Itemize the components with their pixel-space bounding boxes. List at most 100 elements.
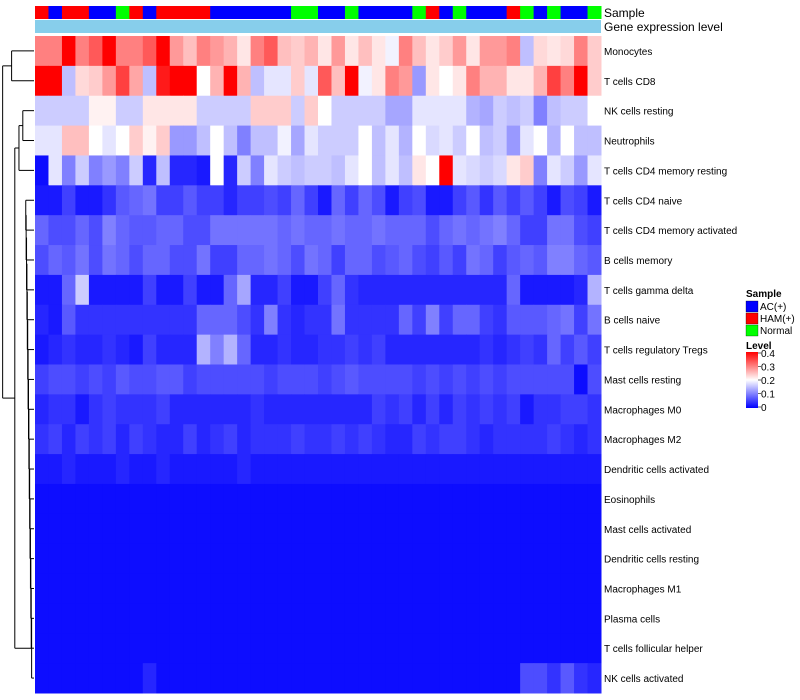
- sample-cell: [520, 6, 535, 19]
- heatmap-cell: [452, 394, 467, 425]
- heatmap-cell: [358, 36, 373, 67]
- heatmap-cell: [304, 334, 319, 365]
- heatmap-cell: [479, 215, 494, 246]
- heatmap-cell: [61, 573, 76, 604]
- heatmap-cell: [574, 483, 589, 515]
- heatmap-cell: [142, 95, 157, 127]
- heatmap-cell: [587, 155, 602, 186]
- heatmap-cell: [277, 603, 292, 634]
- heatmap-cell: [412, 603, 427, 634]
- heatmap-cell: [331, 543, 346, 575]
- heatmap-cell: [560, 454, 575, 485]
- heatmap-cell: [196, 573, 211, 604]
- heatmap-cell: [304, 125, 319, 156]
- heatmap-cell: [520, 603, 535, 634]
- heatmap-cell: [61, 454, 76, 485]
- heatmap-cell: [506, 454, 521, 485]
- heatmap-cell: [115, 36, 130, 67]
- heatmap-cell: [88, 125, 103, 156]
- heatmap-cell: [48, 95, 63, 127]
- heatmap-cell: [493, 633, 508, 664]
- heatmap-cell: [520, 364, 535, 395]
- heatmap-cell: [506, 274, 521, 306]
- heatmap-cell: [102, 633, 117, 664]
- heatmap-cell: [560, 36, 575, 67]
- heatmap-cell: [277, 483, 292, 515]
- heatmap-cell: [48, 215, 63, 246]
- heatmap-cell: [48, 424, 63, 455]
- heatmap-cell: [331, 424, 346, 455]
- heatmap-cell: [587, 334, 602, 365]
- heatmap-cell: [115, 454, 130, 485]
- heatmap-cell: [493, 513, 508, 545]
- heatmap-cell: [277, 543, 292, 575]
- heatmap-cell: [75, 513, 90, 545]
- heatmap-cell: [331, 663, 346, 694]
- heatmap-cell: [210, 543, 225, 575]
- heatmap-cell: [385, 454, 400, 485]
- heatmap-cell: [520, 394, 535, 425]
- heatmap-cell: [142, 125, 157, 156]
- heatmap-cell: [61, 543, 76, 575]
- heatmap-cell: [183, 663, 198, 694]
- heatmap-cell: [88, 424, 103, 455]
- row-labels: Monocytes T cells CD8 NK cells resting Neut…: [604, 47, 737, 685]
- heatmap-cell: [398, 125, 413, 156]
- heatmap-cell: [371, 65, 386, 97]
- sample-cell: [398, 6, 413, 19]
- sample-cell: [237, 6, 252, 19]
- heatmap-cell: [587, 573, 602, 604]
- heatmap-cell: [277, 304, 292, 336]
- heatmap-cell: [115, 573, 130, 604]
- heatmap-cell: [385, 215, 400, 246]
- heatmap-cell: [466, 603, 481, 634]
- heatmap-cell: [385, 334, 400, 365]
- legend: Sample AC(+)HAM(+)Normal Level 0.4 0.3 0.2…: [745, 289, 795, 414]
- heatmap-cell: [223, 573, 238, 604]
- heatmap-cell: [331, 334, 346, 365]
- heatmap-cell: [48, 663, 63, 694]
- heatmap-cell: [129, 304, 144, 336]
- heatmap-cell: [264, 334, 279, 365]
- heatmap-cell: [61, 65, 76, 97]
- heatmap-cell: [291, 95, 306, 127]
- heatmap-cell: [439, 274, 454, 306]
- heatmap-cell: [250, 663, 265, 694]
- heatmap-cell: [115, 424, 130, 455]
- heatmap-cell: [129, 424, 144, 455]
- sample-cell: [385, 6, 400, 19]
- heatmap-cell: [183, 543, 198, 575]
- heatmap-cell: [237, 95, 252, 127]
- heatmap-cell: [520, 125, 535, 156]
- heatmap-cell: [533, 304, 548, 336]
- heatmap-cell: [371, 483, 386, 515]
- heatmap-cell: [587, 424, 602, 455]
- heatmap-cell: [75, 573, 90, 604]
- heatmap-cell: [88, 394, 103, 425]
- heatmap-cell: [183, 274, 198, 306]
- heatmap-cell: [304, 543, 319, 575]
- heatmap-cell: [277, 394, 292, 425]
- heatmap-cell: [75, 543, 90, 575]
- heatmap-cell: [560, 633, 575, 664]
- heatmap-cell: [479, 125, 494, 156]
- heatmap-cell: [318, 65, 332, 97]
- heatmap-cell: [237, 245, 252, 276]
- heatmap-cell: [115, 334, 130, 365]
- heatmap-cell: [439, 36, 454, 67]
- heatmap-cell: [102, 513, 117, 545]
- heatmap-cell: [344, 65, 359, 97]
- heatmap-cell: [277, 454, 292, 485]
- heatmap-cell: [35, 36, 49, 67]
- heatmap-cell: [479, 245, 494, 276]
- heatmap-cell: [398, 543, 413, 575]
- heatmap-cell: [385, 483, 400, 515]
- heatmap-cell: [560, 274, 575, 306]
- heatmap-cell: [210, 513, 225, 545]
- heatmap-cell: [142, 454, 157, 485]
- heatmap-cell: [264, 364, 279, 395]
- heatmap-cell: [358, 543, 373, 575]
- heatmap-cell: [156, 245, 171, 276]
- heatmap-cell: [304, 454, 319, 485]
- heatmap-cell: [318, 155, 332, 186]
